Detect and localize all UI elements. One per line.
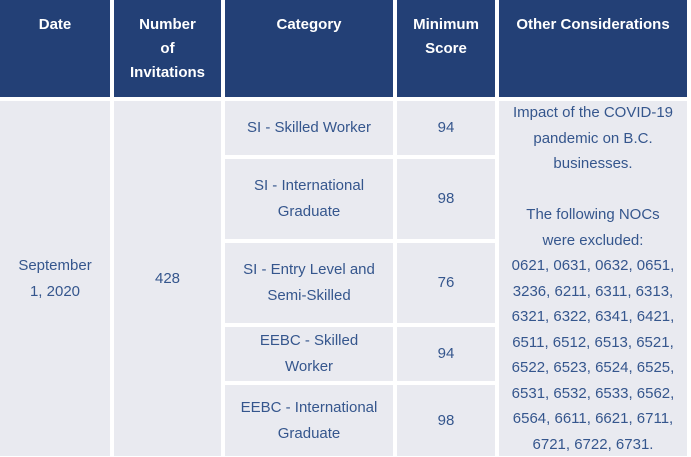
min-score-cell: 94 [397,101,495,155]
header-category: Category [225,0,393,97]
min-score-cell: 98 [397,385,495,456]
other-considerations-cell: Impact of the COVID-19 pandemic on B.C. … [499,101,687,456]
invitations-count-cell: 428 [114,101,221,456]
header-date: Date [0,0,110,97]
header-minimum-score: Minimum Score [397,0,495,97]
header-number-of-invitations: Number of Invitations [114,0,221,97]
category-cell: SI - Skilled Worker [225,101,393,155]
min-score-cell: 98 [397,159,495,239]
category-cell: EEBC - International Graduate [225,385,393,456]
date-cell: September 1, 2020 [0,101,110,456]
header-other-considerations: Other Considerations [499,0,687,97]
category-cell: SI - International Graduate [225,159,393,239]
min-score-cell: 94 [397,327,495,381]
category-cell: EEBC - Skilled Worker [225,327,393,381]
category-cell: SI - Entry Level and Semi-Skilled [225,243,393,323]
min-score-cell: 76 [397,243,495,323]
